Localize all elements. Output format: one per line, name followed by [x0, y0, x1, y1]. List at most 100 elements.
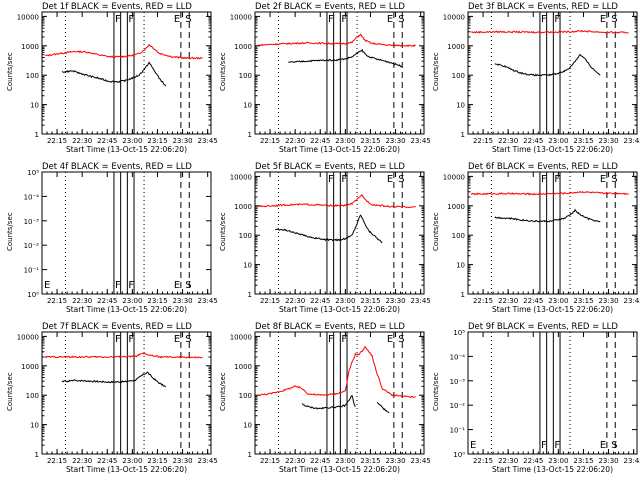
marker-label-s: S	[185, 280, 191, 291]
marker-label-f: F	[541, 174, 547, 185]
x-tick-label: 23:00	[122, 457, 142, 465]
event-rate-series-line	[61, 371, 167, 388]
x-tick-label: 23:15	[147, 457, 167, 465]
marker-label-f: F	[541, 440, 547, 451]
y-tick-label: 100	[239, 392, 252, 400]
y-axis-label: Counts/sec	[219, 372, 227, 411]
x-tick-label: 22:30	[498, 297, 518, 305]
x-tick-label: 22:30	[285, 457, 305, 465]
y-tick-label: 10000	[17, 333, 39, 341]
x-tick-label: 23:45	[198, 457, 218, 465]
x-tick-label: 22:15	[260, 297, 280, 305]
marker-label-e: E	[600, 14, 606, 25]
detector-panel-4: Det 4f BLACK = Events, RED = LLD Counts/s…	[6, 162, 218, 314]
marker-label-f: F	[554, 14, 560, 25]
panel-title: Det 1f BLACK = Events, RED = LLD	[42, 2, 192, 12]
x-tick-label: 23:45	[624, 137, 640, 145]
y-tick-label: 10	[30, 422, 39, 430]
marker-label-e: E	[470, 440, 476, 451]
plot-frame	[467, 171, 638, 295]
marker-label-s: S	[611, 14, 617, 25]
detector-panel-1: Det 1f BLACK = Events, RED = LLD Counts/s…	[6, 2, 218, 154]
plot-frame	[254, 171, 425, 295]
y-tick-label: 1	[248, 451, 252, 459]
panel-title: Det 8f BLACK = Events, RED = LLD	[255, 322, 405, 332]
y-tick-label: 10⁰	[27, 291, 39, 299]
marker-label-e: E	[387, 14, 393, 25]
event-rate-series-line	[301, 394, 356, 410]
x-tick-label: 22:15	[473, 457, 493, 465]
y-axis-label: Counts/sec	[432, 212, 440, 251]
panel-title: Det 6f BLACK = Events, RED = LLD	[468, 162, 618, 172]
y-tick-label: 10⁻¹	[24, 267, 40, 275]
y-tick-label: 10⁻³	[450, 378, 466, 386]
y-tick-label: 1	[35, 131, 39, 139]
detector-panel-2: Det 2f BLACK = Events, RED = LLD Counts/s…	[219, 2, 431, 154]
x-tick-label: 22:30	[285, 297, 305, 305]
lld-rate-series-line	[257, 194, 416, 209]
x-axis-label: Start Time (13-Oct-15 22:06:20)	[66, 305, 187, 314]
x-tick-label: 23:00	[335, 297, 355, 305]
x-tick-label: 22:45	[97, 137, 117, 145]
x-tick-label: 22:30	[72, 457, 92, 465]
marker-label-e: E	[44, 280, 50, 291]
y-tick-label: 10	[30, 102, 39, 110]
y-tick-label: 10000	[230, 173, 252, 181]
event-rate-series-line	[494, 208, 601, 223]
x-tick-label: 22:45	[310, 457, 330, 465]
y-tick-label: 1	[248, 131, 252, 139]
x-tick-label: 23:15	[573, 457, 593, 465]
marker-label-f: F	[115, 334, 121, 345]
y-tick-label: 10	[243, 262, 252, 270]
marker-label-s: S	[398, 334, 404, 345]
y-tick-label: 10⁰	[453, 451, 465, 459]
y-tick-label: 10	[243, 422, 252, 430]
plot-frame	[41, 171, 212, 295]
x-tick-label: 23:00	[335, 137, 355, 145]
panel-title: Det 5f BLACK = Events, RED = LLD	[255, 162, 405, 172]
detector-panel-3: Det 3f BLACK = Events, RED = LLD Counts/s…	[432, 2, 640, 154]
y-tick-label: 1000	[447, 43, 465, 51]
x-tick-label: 22:45	[310, 297, 330, 305]
marker-label-e: E	[387, 174, 393, 185]
marker-label-f: F	[128, 280, 134, 291]
lld-rate-series-line	[471, 29, 629, 34]
x-tick-label: 22:15	[260, 137, 280, 145]
y-tick-label: 10000	[17, 13, 39, 21]
x-tick-label: 23:45	[411, 457, 431, 465]
lld-rate-series-line	[44, 352, 203, 359]
plot-frame	[467, 331, 638, 455]
marker-label-s: S	[611, 440, 617, 451]
x-axis-label: Start Time (13-Oct-15 22:06:20)	[492, 465, 613, 474]
detector-panel-8: Det 8f BLACK = Events, RED = LLD Counts/s…	[219, 322, 431, 474]
y-tick-label: 1000	[21, 43, 39, 51]
event-rate-series-line	[61, 61, 167, 87]
y-tick-label: 10⁻⁴	[450, 353, 466, 361]
marker-label-s: S	[185, 334, 191, 345]
marker-label-f: F	[541, 14, 547, 25]
marker-label-f: F	[328, 174, 334, 185]
x-tick-label: 23:00	[548, 457, 568, 465]
plot-frame	[254, 331, 425, 455]
marker-label-f: F	[341, 334, 347, 345]
marker-label-e: E	[174, 280, 180, 291]
x-axis-label: Start Time (13-Oct-15 22:06:20)	[279, 305, 400, 314]
x-axis-label: Start Time (13-Oct-15 22:06:20)	[492, 305, 613, 314]
x-tick-label: 23:00	[548, 297, 568, 305]
y-tick-label: 10	[456, 262, 465, 270]
lld-rate-series-line	[258, 33, 416, 48]
x-tick-label: 23:45	[624, 457, 640, 465]
x-tick-label: 22:30	[498, 457, 518, 465]
x-tick-label: 22:30	[498, 137, 518, 145]
plot-frame	[41, 331, 212, 455]
y-tick-label: 1	[461, 131, 465, 139]
y-tick-label: 100	[239, 232, 252, 240]
marker-label-s: S	[611, 174, 617, 185]
y-tick-label: 10000	[443, 173, 465, 181]
x-axis-label: Start Time (13-Oct-15 22:06:20)	[492, 145, 613, 154]
panel-title: Det 7f BLACK = Events, RED = LLD	[42, 322, 192, 332]
x-tick-label: 23:15	[360, 137, 380, 145]
x-tick-label: 23:15	[147, 297, 167, 305]
marker-label-e: E	[387, 334, 393, 345]
